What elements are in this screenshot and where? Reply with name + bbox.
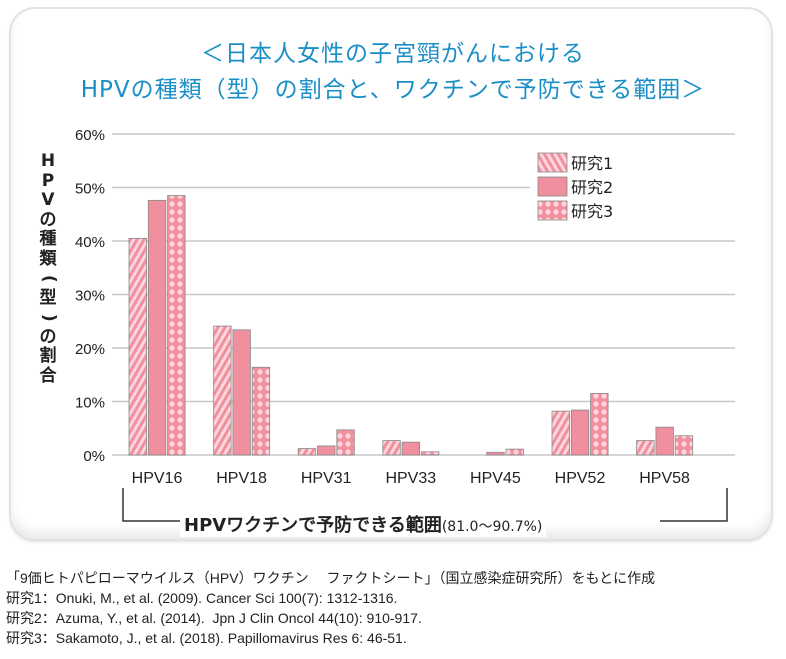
- y-tick-label: 0%: [83, 448, 105, 465]
- note-study-1: 研究1：Onuki, M., et al. (2009). Cancer Sci…: [6, 590, 398, 606]
- x-tick-label: HPV58: [639, 470, 690, 487]
- y-axis-label-char: 類: [39, 248, 57, 269]
- x-tick-label: HPV33: [385, 470, 436, 487]
- x-tick-label: HPV31: [301, 470, 352, 487]
- y-axis-label-char: の: [39, 209, 57, 230]
- note-source: 「9価ヒトパピローマウイルス（HPV）ワクチン ファクトシート」（国立感染症研究…: [6, 570, 656, 586]
- y-tick-label: 50%: [75, 181, 105, 198]
- range-label-text: HPVワクチンで予防できる範囲: [184, 515, 442, 536]
- y-axis-label-char: 種: [39, 229, 57, 249]
- x-tick-label: HPV52: [555, 470, 606, 487]
- y-axis-label-char: 合: [39, 365, 57, 386]
- bar-HPV31-研究3: [336, 429, 355, 456]
- bar-HPV33-研究2: [401, 441, 421, 456]
- x-tick-label: HPV45: [470, 470, 521, 487]
- bar-HPV33-研究1: [382, 440, 401, 456]
- legend-swatch: [537, 176, 568, 197]
- bar-HPV16-研究3: [167, 195, 186, 456]
- bar-chart: 0% 10% 20% 30% 40% 50% 60% HPV16 HPV18 HPV31 HPV33…: [75, 127, 735, 522]
- bar-HPV18-研究1: [213, 325, 232, 456]
- legend-label: 研究2: [571, 178, 613, 197]
- y-axis-label-char: P: [41, 170, 55, 191]
- y-tick-label: 10%: [75, 395, 105, 412]
- x-tick-label: HPV16: [132, 470, 183, 487]
- y-axis-label-char: V: [41, 190, 55, 210]
- vaccine-range-bracket: [122, 488, 728, 522]
- y-axis-label-char: 割: [39, 346, 57, 366]
- chart-title-line-2: HPVの種類（型）の割合と、ワクチンで予防できる範囲＞: [80, 77, 706, 103]
- bar-HPV16-研究2: [147, 199, 167, 456]
- bar-HPV18-研究2: [232, 329, 251, 456]
- y-tick-label: 60%: [75, 127, 105, 144]
- chart-title-line-1: ＜日本人女性の子宮頸がんにおける: [201, 41, 585, 67]
- source-notes: 「9価ヒトパピローマウイルス（HPV）ワクチン ファクトシート」（国立感染症研究…: [6, 568, 655, 648]
- bar-HPV58-研究3: [674, 435, 694, 456]
- y-axis-label-char: H: [40, 151, 56, 171]
- y-axis-label-char: 型: [39, 287, 57, 308]
- bar-HPV33-研究3: [420, 451, 440, 456]
- y-axis-label-char: の: [39, 326, 57, 347]
- y-tick-label: 20%: [75, 341, 105, 358]
- bar-HPV45-研究2: [486, 451, 505, 456]
- bar-HPV18-研究3: [251, 366, 271, 456]
- y-tick-label: 40%: [75, 234, 105, 251]
- legend-label: 研究1: [571, 154, 613, 173]
- bar-HPV52-研究1: [551, 410, 570, 456]
- y-tick-label: 30%: [75, 288, 105, 305]
- legend-swatch: [537, 152, 568, 173]
- legend-label: 研究3: [571, 202, 613, 221]
- y-axis-label: H P V の種類(型) の割合: [38, 151, 59, 386]
- note-study-2: 研究2：Azuma, Y., et al. (2014). Jpn J Clin…: [6, 610, 422, 626]
- bar-HPV31-研究2: [317, 445, 336, 456]
- bar-HPV31-研究1: [297, 448, 317, 456]
- note-study-3: 研究3：Sakamoto, J., et al. (2018). Papillo…: [6, 630, 407, 646]
- bar-HPV52-研究3: [590, 393, 609, 456]
- vaccine-range-label: HPVワクチンで予防できる範囲(81.0～90.7%): [180, 511, 547, 537]
- legend-swatch: [537, 200, 568, 221]
- bar-HPV58-研究1: [636, 440, 655, 456]
- bar-HPV52-研究2: [570, 409, 590, 456]
- bar-HPV45-研究3: [505, 448, 524, 456]
- x-tick-label: HPV18: [216, 470, 267, 487]
- bar-HPV16-研究1: [128, 237, 147, 456]
- bar-HPV58-研究2: [655, 426, 674, 456]
- range-value: (81.0～90.7%): [441, 519, 543, 535]
